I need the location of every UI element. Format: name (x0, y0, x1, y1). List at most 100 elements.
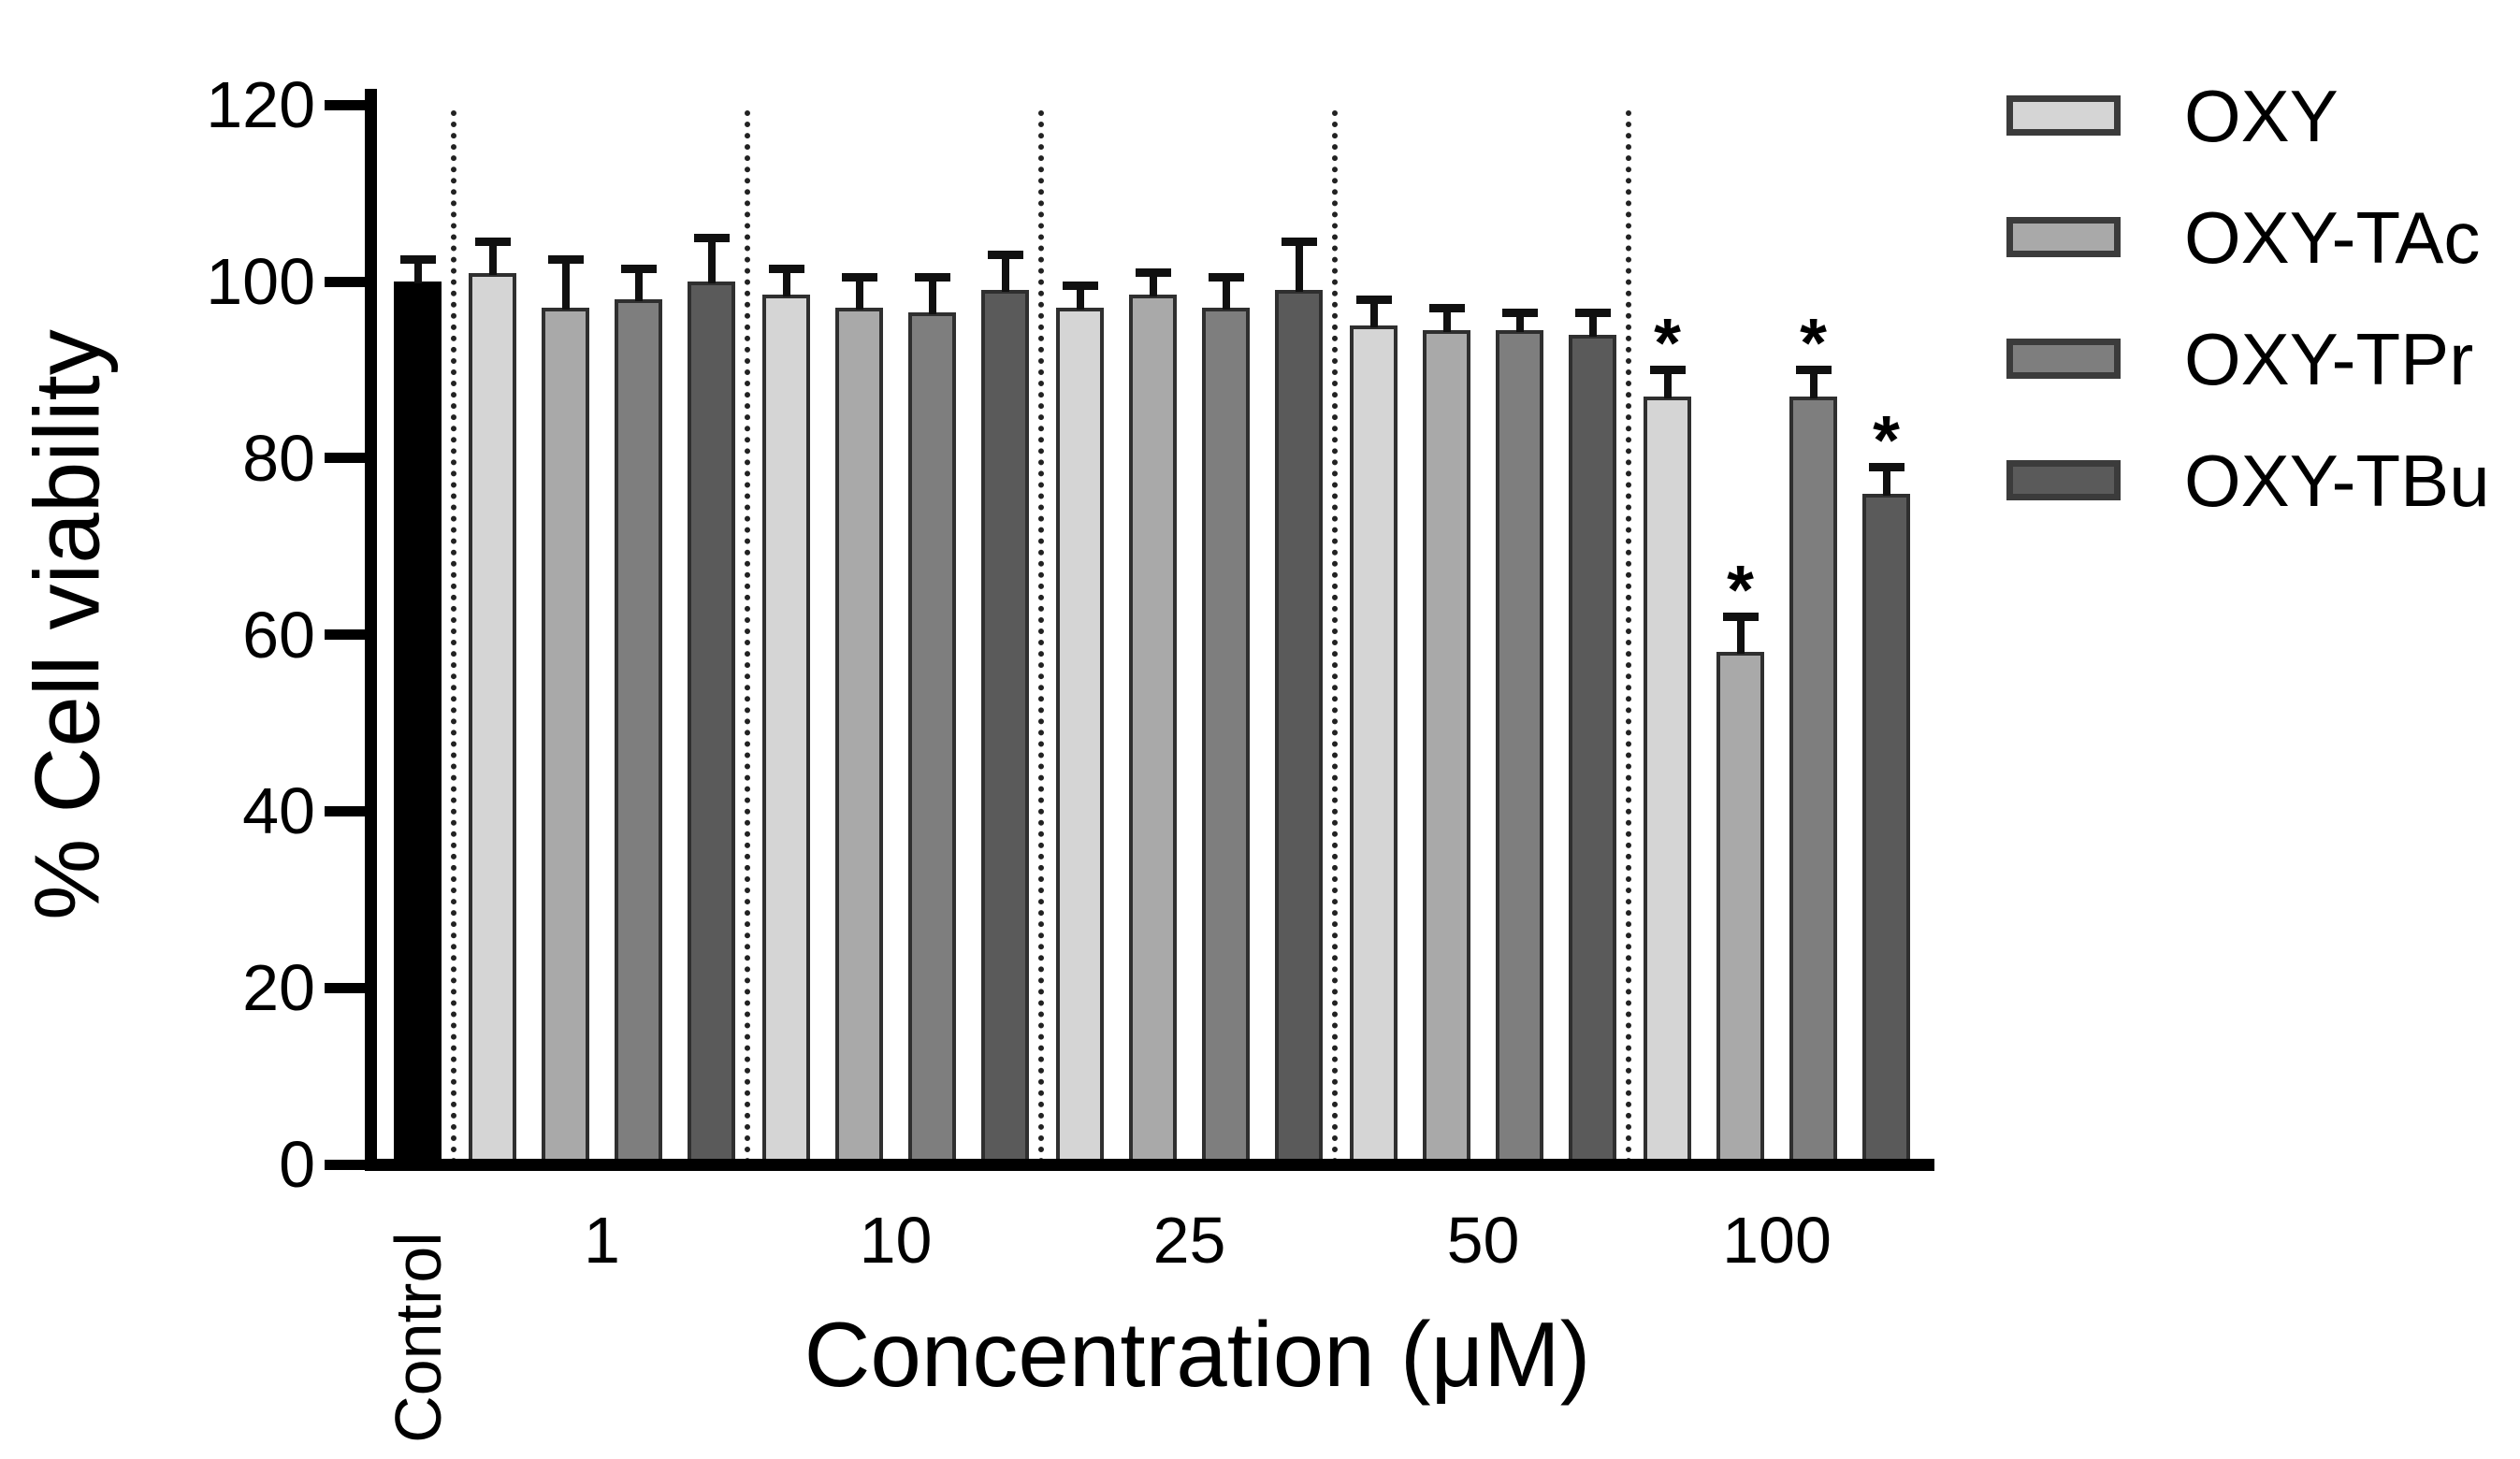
x-group-label-10: 10 (859, 1204, 933, 1277)
legend-label-oxy-tpr: OXY-TPr (2184, 317, 2474, 400)
bar-oxy-tpr-100-significance-star: * (1800, 304, 1827, 383)
bar-oxy-100 (1644, 396, 1691, 1170)
bar-oxy-1 (469, 272, 516, 1170)
group-divider-line-0 (451, 110, 456, 1164)
bar-oxy-25 (1056, 308, 1104, 1170)
bar-oxy-tac-100-error-stem (1736, 621, 1745, 655)
bar-oxy-tac-10-error-stem (855, 282, 863, 311)
bar-oxy-tac-100 (1716, 652, 1764, 1170)
bar-oxy-tbu-100 (1862, 493, 1910, 1170)
group-divider-line-4 (1626, 110, 1631, 1164)
bar-oxy-tbu-25 (1275, 290, 1323, 1170)
bar-oxy-tbu-25-error-stem (1295, 246, 1303, 293)
bar-oxy-tpr-50-error-stem (1515, 316, 1524, 332)
bar-oxy-tbu-100-error-cap (1868, 462, 1904, 471)
x-group-label-25: 25 (1152, 1204, 1226, 1277)
bar-oxy-50-error-stem (1369, 303, 1378, 328)
bar-oxy-tac-1 (542, 308, 589, 1170)
y-tick-label: 60 (242, 598, 315, 672)
x-axis-title: Concentration (μM) (804, 1303, 1591, 1406)
bar-oxy-tbu-1 (688, 282, 735, 1170)
y-tick-label: 40 (242, 774, 315, 848)
bar-oxy-tac-1-error-cap (547, 255, 584, 265)
bar-oxy-tbu-50 (1569, 334, 1616, 1170)
y-tick-mark (325, 1159, 365, 1170)
bar-oxy-tbu-1-error-stem (707, 241, 716, 283)
bar-control-error-cap (399, 255, 436, 265)
bar-oxy-tbu-1-error-cap (693, 233, 730, 242)
bar-oxy-tpr-50 (1496, 329, 1543, 1170)
bar-oxy-tac-25-error-stem (1149, 277, 1157, 297)
bar-oxy-10 (762, 295, 810, 1170)
bar-oxy-tpr-10 (908, 312, 956, 1170)
bar-oxy-tpr-25-error-stem (1222, 282, 1230, 311)
bar-oxy-tpr-25 (1202, 308, 1250, 1170)
y-axis-line (365, 89, 377, 1171)
bar-oxy-tpr-1 (615, 298, 662, 1170)
bar-oxy-tbu-10-error-stem (1001, 259, 1009, 293)
bar-oxy-tac-50-error-stem (1442, 312, 1451, 332)
y-axis-title: % Cell viability (15, 329, 119, 920)
legend-swatch-oxy-tpr (2006, 339, 2121, 379)
bar-oxy-100-significance-star: * (1654, 304, 1681, 383)
y-tick-mark (325, 629, 365, 641)
y-tick-mark (325, 805, 365, 816)
bar-oxy-1-error-stem (488, 246, 497, 275)
x-group-label-50: 50 (1446, 1204, 1520, 1277)
group-divider-line-2 (1038, 110, 1044, 1164)
y-tick-mark (325, 99, 365, 110)
bar-oxy-tac-10 (835, 308, 883, 1170)
bar-oxy-100-error-cap (1649, 366, 1686, 375)
bar-oxy-tpr-1-error-stem (634, 272, 643, 301)
bar-oxy-tac-10-error-cap (841, 273, 877, 282)
bar-oxy-25-error-stem (1076, 290, 1084, 311)
y-tick-label: 80 (242, 421, 315, 495)
bar-oxy-tbu-100-error-stem (1882, 470, 1890, 496)
bar-oxy-tac-25-error-cap (1135, 268, 1171, 278)
legend-label-oxy-tac: OXY-TAc (2184, 195, 2481, 279)
bar-oxy-tbu-10-error-cap (987, 251, 1023, 260)
y-tick-mark (325, 276, 365, 287)
x-group-label-100: 100 (1722, 1204, 1832, 1277)
x-group-label-1: 1 (584, 1204, 620, 1277)
bar-oxy-tpr-100-error-stem (1809, 374, 1818, 398)
legend-label-oxy-tbu: OXY-TBu (2184, 439, 2490, 522)
bar-oxy-tbu-10 (981, 290, 1029, 1170)
bar-oxy-tac-50 (1423, 329, 1470, 1170)
bar-oxy-tac-100-error-cap (1722, 613, 1759, 622)
bar-oxy-tpr-25-error-cap (1208, 273, 1244, 282)
bar-oxy-100-error-stem (1663, 374, 1672, 398)
legend-label-oxy: OXY (2184, 74, 2339, 157)
y-tick-label: 100 (206, 245, 315, 318)
bar-oxy-tac-50-error-cap (1428, 304, 1465, 313)
bar-oxy-tbu-25-error-cap (1281, 238, 1317, 247)
bar-oxy-50 (1350, 325, 1398, 1170)
bar-oxy-10-error-cap (768, 264, 804, 273)
y-tick-label: 20 (242, 951, 315, 1025)
bar-oxy-tbu-50-error-stem (1588, 316, 1597, 337)
bar-control-error-stem (413, 264, 422, 283)
group-divider-line-3 (1332, 110, 1338, 1164)
bar-oxy-tpr-10-error-stem (928, 282, 936, 315)
bar-oxy-tpr-1-error-cap (620, 264, 657, 273)
legend-swatch-oxy-tbu (2006, 460, 2121, 500)
group-divider-line-1 (745, 110, 750, 1164)
bar-oxy-tpr-100-error-cap (1795, 366, 1832, 375)
bar-oxy-25-error-cap (1062, 282, 1098, 291)
bar-oxy-tac-100-significance-star: * (1727, 551, 1754, 629)
control-label: Control (382, 1232, 455, 1443)
y-tick-label: 0 (279, 1128, 315, 1201)
bar-oxy-tac-1-error-stem (561, 264, 570, 311)
bar-oxy-50-error-cap (1355, 295, 1392, 304)
x-axis-line (365, 1159, 1934, 1171)
y-tick-mark (325, 453, 365, 464)
bar-oxy-10-error-stem (782, 272, 790, 297)
legend-swatch-oxy (2006, 95, 2121, 136)
bar-oxy-tpr-100 (1789, 396, 1837, 1170)
y-tick-label: 120 (206, 68, 315, 142)
bar-control (394, 282, 442, 1170)
bar-oxy-tbu-100-significance-star: * (1873, 400, 1900, 479)
bar-oxy-1-error-cap (474, 238, 511, 247)
bar-oxy-tbu-50-error-cap (1574, 308, 1611, 317)
